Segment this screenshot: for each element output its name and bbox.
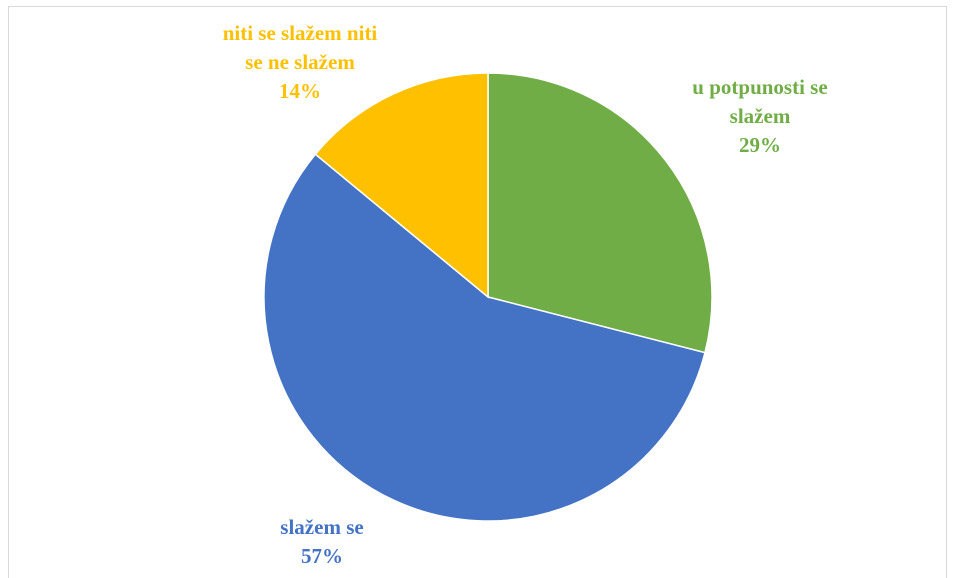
value-label: 57% — [301, 544, 343, 568]
data-label: slažem se 57% — [232, 513, 412, 571]
category-label: u potpunosti se slažem — [692, 75, 828, 128]
value-label: 14% — [279, 79, 321, 103]
pie-slice — [314, 72, 489, 299]
data-label: u potpunosti se slažem 29% — [670, 73, 850, 160]
pie-slice — [263, 153, 706, 522]
category-label: slažem se — [280, 515, 364, 539]
category-label: niti se slažem niti se ne slažem — [222, 21, 378, 74]
data-label: niti se slažem niti se ne slažem 14% — [220, 19, 380, 106]
pie-slice — [487, 72, 713, 354]
value-label: 29% — [739, 133, 781, 157]
